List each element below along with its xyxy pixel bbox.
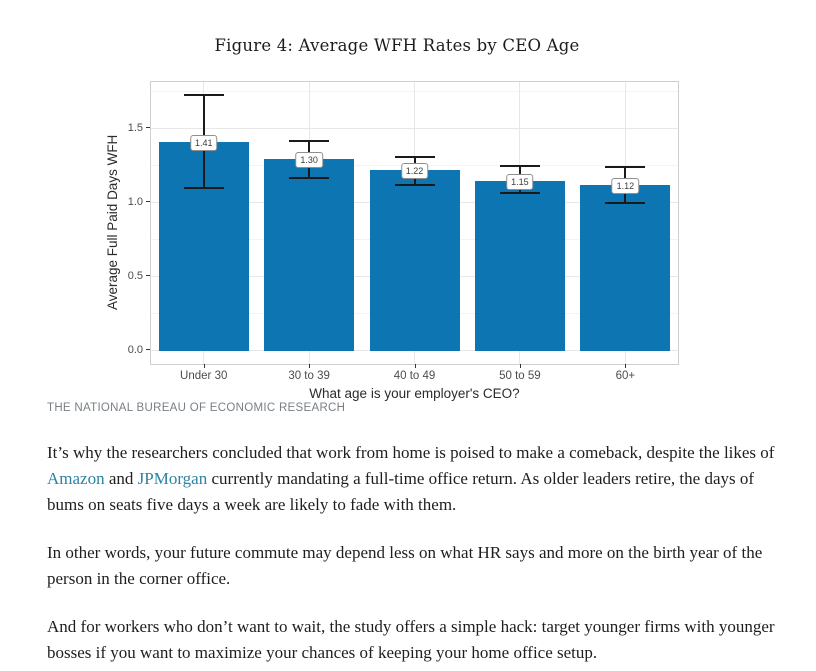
x-tick-label: Under 30	[180, 370, 228, 382]
y-tick-label: 0.5	[127, 270, 143, 282]
y-axis-tick-marks	[146, 81, 150, 363]
bar	[474, 180, 565, 351]
wfh-by-ceo-age-bar-chart: Average Full Paid Days WFH 0.0 0.5 1.0 1.5 …	[47, 75, 747, 405]
error-bar-cap	[289, 176, 330, 179]
bar-column: 1.30	[256, 82, 361, 364]
bar-column: 1.22	[362, 82, 467, 364]
error-bar-cap	[289, 139, 330, 142]
x-tick-cell	[256, 364, 361, 369]
x-tick-mark	[625, 364, 627, 368]
error-bar-cap	[605, 202, 646, 204]
error-bar-cap	[605, 166, 646, 169]
y-tick-mark	[146, 127, 150, 128]
bar	[580, 185, 671, 351]
value-label: 1.15	[506, 173, 534, 190]
bar-column: 1.12	[573, 82, 678, 364]
error-bar-cap	[394, 184, 435, 187]
paragraph-text: and	[104, 469, 138, 488]
y-tick-mark	[146, 275, 150, 276]
link-jpmorgan[interactable]: JPMorgan	[137, 469, 208, 488]
error-bar-cap	[499, 165, 540, 167]
x-tick-cell	[573, 364, 678, 369]
figure-title: Figure 4: Average WFH Rates by CEO Age	[214, 36, 580, 55]
x-tick-cell	[467, 364, 572, 369]
bar-group: 1.41 1.30 1.22 1.15 1.12	[151, 82, 678, 364]
paragraph-text: In other words, your future commute may …	[47, 543, 763, 588]
y-tick-label: 0.0	[127, 344, 143, 356]
value-label: 1.12	[611, 178, 640, 195]
error-bar-cap	[183, 187, 224, 190]
x-tick-cell	[151, 364, 256, 369]
x-tick-mark	[203, 364, 205, 368]
bar	[369, 170, 460, 351]
x-axis-tick-labels: Under 30 30 to 39 40 to 49 50 to 59 60+	[151, 370, 678, 382]
x-tick-label: 50 to 59	[499, 370, 541, 382]
x-tick-label: 30 to 39	[288, 370, 330, 382]
paragraph-text: currently mandating a full-time office r…	[47, 469, 755, 514]
bar-column: 1.15	[467, 82, 572, 364]
value-label: 1.41	[189, 135, 218, 152]
bar-column: 1.41	[151, 82, 256, 364]
x-axis-title: What age is your employer's CEO?	[309, 386, 520, 401]
paragraph-2: In other words, your future commute may …	[47, 540, 793, 592]
y-tick-mark	[146, 201, 150, 202]
x-tick-label: 40 to 49	[393, 370, 436, 382]
paragraph-3: And for workers who don’t want to wait, …	[47, 614, 793, 666]
value-label: 1.22	[400, 163, 429, 180]
y-tick-label: 1.0	[127, 196, 143, 208]
x-tick-label: 60+	[615, 370, 636, 382]
x-tick-mark	[414, 364, 416, 368]
value-label: 1.30	[295, 151, 323, 168]
y-axis-tick-labels: 0.0 0.5 1.0 1.5	[99, 81, 143, 363]
error-bar-cap	[183, 93, 224, 96]
article-body: It’s why the researchers concluded that …	[47, 440, 793, 671]
error-bar-cap	[499, 191, 540, 194]
x-tick-cell	[362, 364, 467, 369]
paragraph-1: It’s why the researchers concluded that …	[47, 440, 793, 518]
y-tick-label: 1.5	[127, 122, 143, 134]
plot-panel: 1.41 1.30 1.22 1.15 1.12	[150, 81, 679, 365]
x-tick-mark	[519, 364, 521, 368]
x-axis-tick-marks	[151, 364, 678, 369]
link-amazon[interactable]: Amazon	[47, 469, 105, 488]
y-tick-mark	[146, 349, 150, 350]
x-tick-mark	[309, 364, 311, 368]
paragraph-text: And for workers who don’t want to wait, …	[47, 617, 775, 662]
paragraph-text: It’s why the researchers concluded that …	[47, 443, 775, 462]
error-bar-cap	[394, 156, 435, 159]
source-caption: THE NATIONAL BUREAU OF ECONOMIC RESEARCH	[47, 402, 346, 414]
bar	[264, 158, 355, 351]
